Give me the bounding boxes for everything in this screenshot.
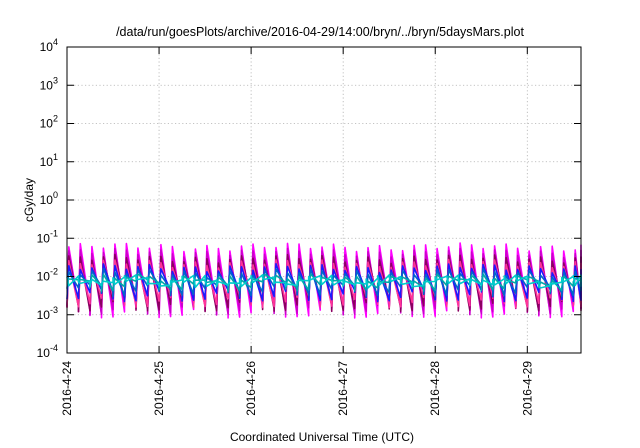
y-tick-exponent: -4 [50, 343, 58, 353]
y-tick-exponent: 2 [53, 114, 58, 124]
x-tick-label: 2016-4-27 [336, 361, 350, 416]
y-tick-label: 10-2 [37, 267, 58, 284]
y-tick-exponent: -3 [50, 305, 58, 315]
y-tick-exponent: 0 [53, 190, 58, 200]
y-tick-exponent: 3 [53, 75, 58, 85]
y-tick-base: 10 [37, 308, 51, 322]
y-tick-exponent: -1 [50, 228, 58, 238]
series-line [66, 274, 582, 289]
y-tick-base: 10 [40, 155, 54, 169]
x-tick-label: 2016-4-29 [520, 361, 534, 416]
series-group [66, 242, 582, 319]
y-tick-exponent: 4 [53, 37, 58, 47]
y-tick-base: 10 [40, 193, 54, 207]
x-axis: 2016-4-24 2016-4-25 2016-4-26 2016-4-27 2016… [60, 47, 534, 416]
y-tick-base: 10 [40, 40, 54, 54]
y-tick-label: 10-4 [37, 343, 58, 360]
y-tick-base: 10 [37, 270, 51, 284]
y-tick-label: 100 [40, 190, 58, 207]
y-tick-label: 102 [40, 114, 58, 131]
x-tick-label: 2016-4-28 [428, 361, 442, 416]
y-tick-base: 10 [40, 78, 54, 92]
x-tick-label: 2016-4-25 [152, 361, 166, 416]
x-tick-label: 2016-4-26 [244, 361, 258, 416]
y-tick-base: 10 [40, 117, 54, 131]
series-line [66, 263, 582, 303]
y-tick-label: 10-1 [37, 228, 58, 245]
grid [67, 47, 581, 353]
y-tick-exponent: -2 [50, 267, 58, 277]
y-tick-label: 104 [40, 37, 58, 54]
y-tick-exponent: 1 [53, 152, 58, 162]
y-tick-label: 101 [40, 152, 58, 169]
y-axis-label: cGy/day [22, 178, 36, 222]
y-tick-label: 10-3 [37, 305, 58, 322]
y-tick-base: 10 [37, 231, 51, 245]
x-tick-label: 2016-4-24 [60, 361, 74, 416]
y-tick-base: 10 [37, 346, 51, 360]
x-axis-label: Coordinated Universal Time (UTC) [230, 430, 414, 444]
y-tick-label: 103 [40, 75, 58, 92]
chart-title: /data/run/goesPlots/archive/2016-04-29/1… [116, 25, 524, 39]
